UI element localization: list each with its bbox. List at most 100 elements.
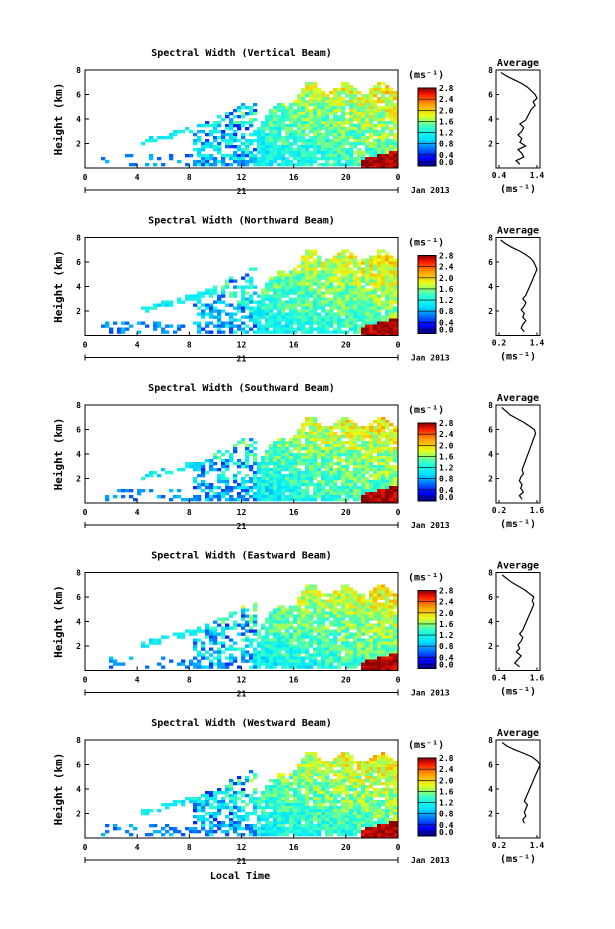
y-axis-label: Height (km) bbox=[52, 753, 65, 826]
colorbar-cell bbox=[418, 764, 436, 768]
colorbar-cell bbox=[418, 161, 436, 165]
y-tick-label: 8 bbox=[76, 401, 81, 410]
colorbar-cell bbox=[418, 98, 436, 102]
x-tick-label: 0 bbox=[396, 173, 401, 182]
colorbar-cell bbox=[418, 823, 436, 826]
x-tick-label: 16 bbox=[289, 341, 299, 350]
panel-3: Spectral Width (Southward Beam) Height (k… bbox=[52, 382, 544, 531]
colorbar-tick-label: 2.4 bbox=[439, 430, 454, 439]
colorbar-cell bbox=[418, 322, 436, 326]
colorbar-cell bbox=[418, 311, 436, 315]
colorbar-cell bbox=[418, 122, 436, 126]
profile-x-tick-label: 0.2 bbox=[492, 339, 507, 348]
colorbar-cell bbox=[418, 640, 436, 643]
y-axis-label: Height (km) bbox=[52, 418, 65, 491]
colorbar-cell bbox=[418, 623, 436, 626]
colorbar-cell bbox=[418, 760, 436, 763]
colorbar-cell bbox=[418, 109, 436, 113]
y-tick-label: 2 bbox=[76, 307, 81, 316]
colorbar-tick-label: 0.0 bbox=[439, 493, 454, 502]
colorbar-cell bbox=[418, 144, 436, 147]
colorbar-tick-label: 0.8 bbox=[439, 475, 454, 484]
colorbar-cell bbox=[418, 831, 436, 835]
heatmap-field bbox=[101, 752, 398, 838]
x-tick-label: 8 bbox=[187, 341, 192, 350]
panel-1: Spectral Width (Vertical Beam) Height (km… bbox=[52, 47, 544, 196]
colorbar-cell bbox=[418, 129, 436, 132]
month-label: Jan 2013 bbox=[411, 186, 450, 195]
profile-y-tick-label: 2 bbox=[488, 140, 493, 149]
profile-y-tick-label: 6 bbox=[488, 91, 493, 100]
profile-line bbox=[500, 239, 538, 333]
colorbar-cell bbox=[418, 459, 436, 463]
y-tick-label: 4 bbox=[76, 450, 81, 459]
colorbar-cell bbox=[418, 444, 436, 448]
day-label: 21 bbox=[237, 690, 247, 699]
colorbar-cell bbox=[418, 433, 436, 437]
colorbar-cell bbox=[418, 305, 436, 308]
profile-x-tick-label: 1.6 bbox=[530, 674, 545, 683]
y-tick-label: 6 bbox=[76, 91, 81, 100]
colorbar-cell bbox=[418, 449, 436, 452]
y-tick-label: 8 bbox=[76, 66, 81, 75]
profile-x-tick-label: 1.4 bbox=[530, 841, 545, 850]
colorbar-cell bbox=[418, 446, 436, 450]
colorbar-cell bbox=[418, 292, 436, 295]
colorbar-cell bbox=[418, 150, 436, 154]
profile-y-tick-label: 4 bbox=[488, 785, 493, 794]
colorbar-cell bbox=[418, 92, 436, 95]
profile-y-tick-label: 4 bbox=[488, 283, 493, 292]
profile-x-tick-label: 0.2 bbox=[492, 841, 507, 850]
colorbar-cell bbox=[418, 157, 436, 160]
colorbar-cell bbox=[418, 642, 436, 646]
colorbar-cell bbox=[418, 646, 436, 650]
colorbar-tick-label: 2.0 bbox=[439, 609, 454, 618]
colorbar-tick-label: 2.4 bbox=[439, 765, 454, 774]
month-label: Jan 2013 bbox=[411, 354, 450, 363]
colorbar-cell bbox=[418, 762, 436, 765]
colorbar-unit: (ms⁻¹) bbox=[408, 405, 444, 416]
colorbar-cell bbox=[418, 457, 436, 461]
colorbar-cell bbox=[418, 464, 436, 467]
colorbar-cell bbox=[418, 153, 436, 156]
colorbar-tick-label: 1.2 bbox=[439, 464, 454, 473]
colorbar-cell bbox=[418, 590, 436, 594]
colorbar-cell bbox=[418, 816, 436, 820]
y-tick-label: 6 bbox=[76, 426, 81, 435]
colorbar-tick-label: 0.8 bbox=[439, 140, 454, 149]
colorbar-cell bbox=[418, 627, 436, 630]
colorbar-tick-label: 2.0 bbox=[439, 106, 454, 115]
colorbar-cell bbox=[418, 620, 436, 624]
colorbar-cell bbox=[418, 638, 436, 641]
colorbar-cell bbox=[418, 264, 436, 267]
colorbar-cell bbox=[418, 492, 436, 495]
colorbar-cell bbox=[418, 610, 436, 613]
x-tick-label: 12 bbox=[237, 341, 247, 350]
x-tick-label: 20 bbox=[341, 843, 351, 852]
colorbar-tick-label: 2.0 bbox=[439, 776, 454, 785]
colorbar-tick-label: 1.6 bbox=[439, 620, 454, 629]
profile-title: Average bbox=[497, 728, 539, 739]
x-tick-label: 16 bbox=[289, 843, 299, 852]
chart-title: Spectral Width (Eastward Beam) bbox=[151, 550, 332, 562]
colorbar-cell bbox=[418, 331, 436, 334]
chart-title: Spectral Width (Westward Beam) bbox=[151, 717, 332, 729]
colorbar-cell bbox=[418, 436, 436, 439]
colorbar-cell bbox=[418, 272, 436, 276]
colorbar-cell bbox=[418, 101, 436, 104]
profile-frame bbox=[495, 237, 541, 336]
colorbar-cell bbox=[418, 651, 436, 654]
colorbar-cell bbox=[418, 427, 436, 430]
profile-title: Average bbox=[497, 58, 539, 69]
colorbar-cell bbox=[418, 664, 436, 667]
colorbar-cell bbox=[418, 266, 436, 269]
profile-line bbox=[500, 71, 538, 165]
colorbar-tick-label: 0.4 bbox=[439, 821, 454, 830]
panel-5: Spectral Width (Westward Beam) Height (km… bbox=[52, 717, 544, 866]
colorbar-cell bbox=[418, 301, 436, 304]
x-tick-label: 0 bbox=[396, 676, 401, 685]
colorbar-tick-label: 0.8 bbox=[439, 642, 454, 651]
colorbar-tick-label: 0.4 bbox=[439, 151, 454, 160]
colorbar-cell bbox=[418, 614, 436, 617]
colorbar-cell bbox=[418, 103, 436, 106]
